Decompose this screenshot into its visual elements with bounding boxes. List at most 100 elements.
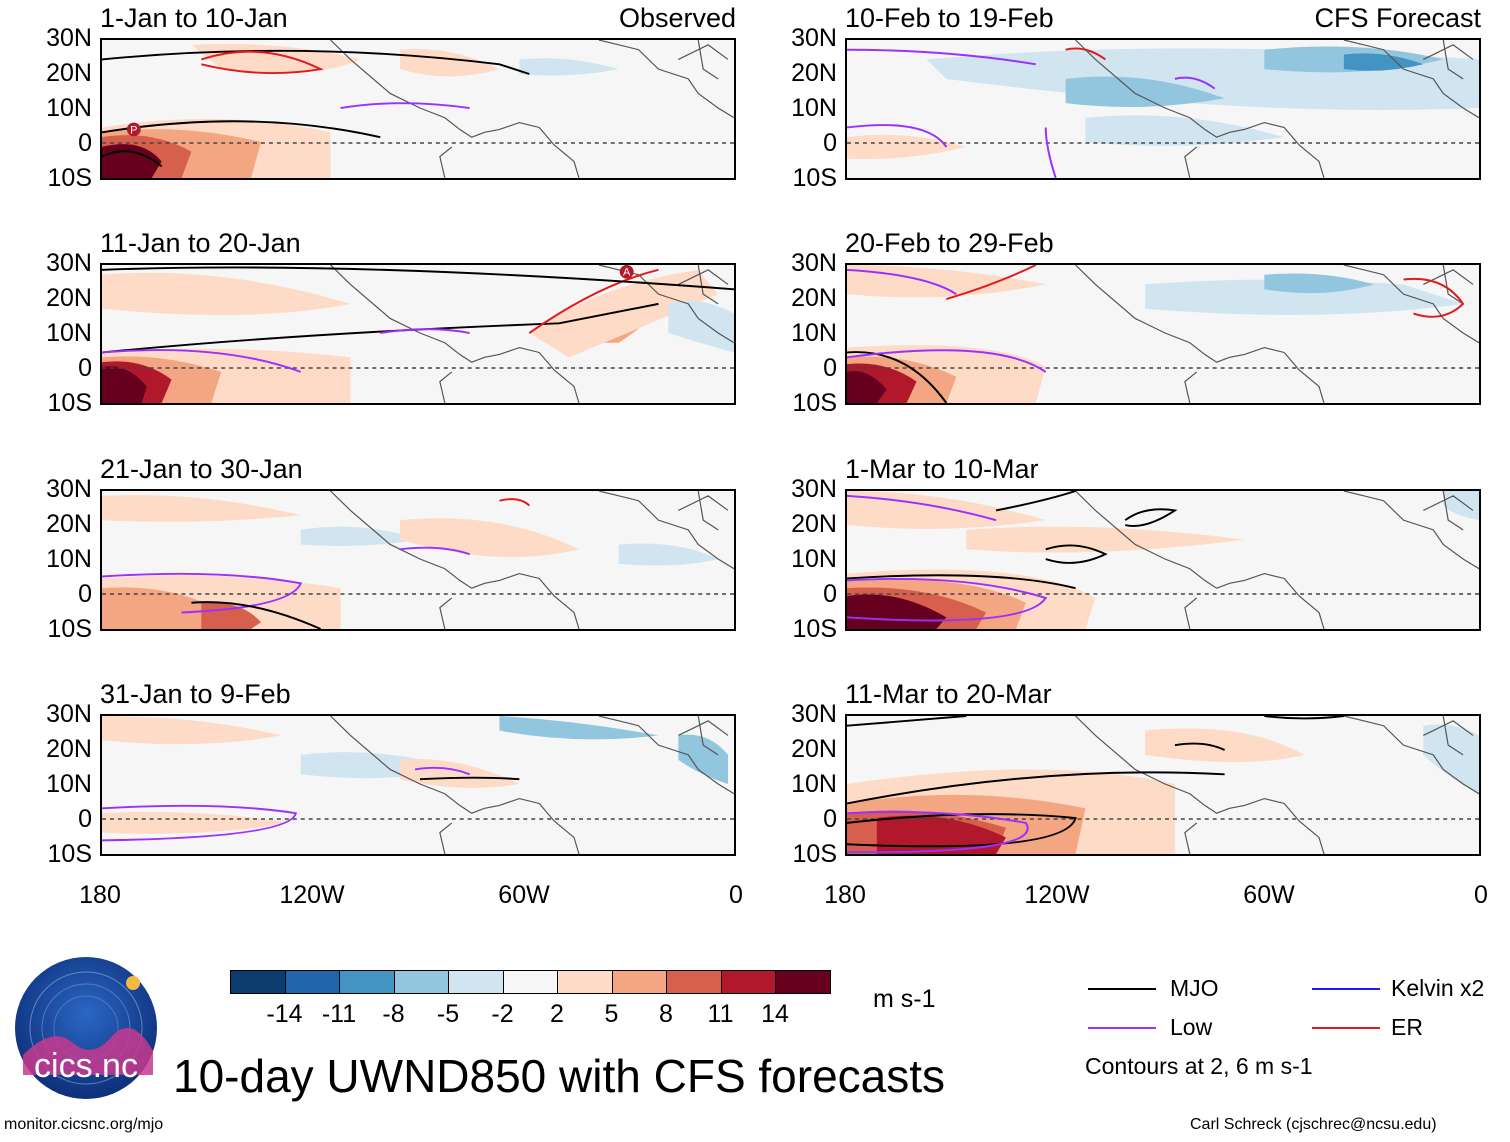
shaded-anomaly — [300, 526, 420, 547]
marker-p-label: P — [130, 124, 137, 136]
coastline — [1075, 265, 1479, 403]
latitude-label: 10N — [791, 319, 837, 347]
wave-contour — [946, 265, 1037, 300]
wave-contour — [847, 811, 1029, 854]
panel-title: 31-Jan to 9-Feb — [100, 679, 291, 709]
shaded-anomaly — [1343, 53, 1424, 71]
anomaly-map — [100, 714, 736, 856]
marker-p — [126, 122, 141, 137]
anomaly-map — [845, 38, 1481, 180]
shaded-anomaly — [400, 759, 520, 788]
wave-contour — [847, 48, 1036, 66]
latitude-label: 20N — [46, 510, 92, 538]
latitude-label: 10N — [791, 94, 837, 122]
colorbar-swatch — [775, 970, 831, 994]
colorbar-swatch — [339, 970, 395, 994]
latitude-label: 30N — [46, 24, 92, 52]
colorbar-swatch — [284, 970, 340, 994]
longitude-label: 60W — [1243, 881, 1295, 909]
shaded-anomaly — [847, 371, 887, 403]
colorbar-tick-label: -2 — [491, 1000, 514, 1028]
latitude-label: 0 — [78, 354, 92, 382]
wave-contour — [847, 268, 957, 295]
longitude-label: 60W — [498, 881, 550, 909]
footer-url: monitor.cicsnc.org/mjo — [4, 1116, 164, 1133]
panel-title: 21-Jan to 30-Jan — [100, 454, 303, 484]
colorbar-swatch — [557, 970, 613, 994]
wave-contour — [102, 49, 530, 75]
longitude-label: 0 — [729, 881, 743, 909]
wave-contour — [191, 601, 322, 629]
wave-contour — [414, 766, 471, 776]
map-field — [847, 716, 1479, 854]
panel-source-tag: CFS Forecast — [1314, 3, 1481, 33]
shaded-anomaly — [102, 811, 291, 834]
shaded-anomaly — [668, 300, 734, 353]
low-line-swatch — [1088, 1027, 1156, 1029]
shaded-anomaly — [847, 265, 1046, 298]
wave-contour — [1045, 544, 1108, 564]
longitude-label: 180 — [79, 881, 121, 909]
latitude-label: 10S — [47, 389, 92, 417]
latitude-label: 0 — [78, 580, 92, 608]
longitude-label: 120W — [279, 881, 345, 909]
latitude-label: 10S — [792, 164, 837, 192]
colorbar-tick-label: -5 — [436, 1000, 460, 1028]
legend-kelvin-label: Kelvin x2 — [1391, 975, 1485, 1001]
marker-a-label: A — [623, 267, 631, 279]
anomaly-map — [100, 489, 736, 631]
coastline — [1075, 491, 1479, 629]
wave-contour — [499, 498, 530, 507]
wave-contour — [847, 771, 1225, 805]
main-title: 10-day UWND850 with CFS forecasts — [173, 1050, 946, 1102]
shaded-anomaly — [1145, 728, 1305, 763]
colorbar-tick-label: -11 — [321, 1000, 357, 1028]
wave-contour — [380, 328, 470, 334]
latitude-label: 30N — [46, 249, 92, 277]
shaded-anomaly — [847, 134, 967, 160]
latitude-label: 20N — [46, 735, 92, 763]
colorbar-tick-label: 2 — [550, 1000, 564, 1028]
cics-logo-icon — [15, 957, 157, 1099]
colorbar-swatch — [611, 970, 667, 994]
wave-contour — [1044, 127, 1057, 178]
colorbar-tick-label: -8 — [382, 1000, 405, 1028]
shaded-anomaly — [847, 491, 1046, 529]
colorbar-swatch — [393, 970, 449, 994]
cics-logo: cics.nc — [13, 955, 159, 1101]
panel-title: 10-Feb to 19-Feb — [845, 3, 1054, 33]
panel-title: 11-Mar to 20-Mar — [845, 679, 1052, 709]
wave-contour — [847, 813, 1077, 848]
wave-contour — [399, 546, 470, 556]
latitude-label: 30N — [791, 475, 837, 503]
shaded-anomaly — [678, 734, 729, 785]
shaded-anomaly — [400, 518, 579, 558]
shaded-anomaly — [618, 543, 719, 566]
legend-low-label: Low — [1170, 1014, 1213, 1040]
shaded-anomaly — [201, 602, 261, 629]
map-field: A — [102, 265, 734, 403]
colorbar-swatch — [666, 970, 722, 994]
coastline — [330, 265, 734, 403]
latitude-label: 30N — [791, 24, 837, 52]
colorbar-units: m s-1 — [873, 985, 936, 1013]
map-field — [847, 491, 1479, 629]
map-field — [102, 491, 734, 629]
anomaly-map: A — [100, 263, 736, 405]
latitude-label: 10N — [46, 94, 92, 122]
latitude-label: 30N — [46, 475, 92, 503]
longitude-label: 120W — [1024, 881, 1090, 909]
latitude-label: 0 — [78, 805, 92, 833]
colorbar-tick-label: -14 — [266, 1000, 303, 1028]
latitude-label: 30N — [791, 700, 837, 728]
panel-title: 11-Jan to 20-Jan — [100, 228, 301, 258]
wave-contour — [847, 494, 997, 522]
wave-contour — [340, 102, 470, 109]
latitude-label: 20N — [791, 510, 837, 538]
panel-title: 20-Feb to 29-Feb — [845, 228, 1054, 258]
latitude-label: 20N — [791, 59, 837, 87]
wave-contour — [528, 268, 659, 334]
shaded-anomaly — [102, 587, 212, 629]
colorbar-swatch — [448, 970, 504, 994]
anomaly-map: P — [100, 38, 736, 180]
